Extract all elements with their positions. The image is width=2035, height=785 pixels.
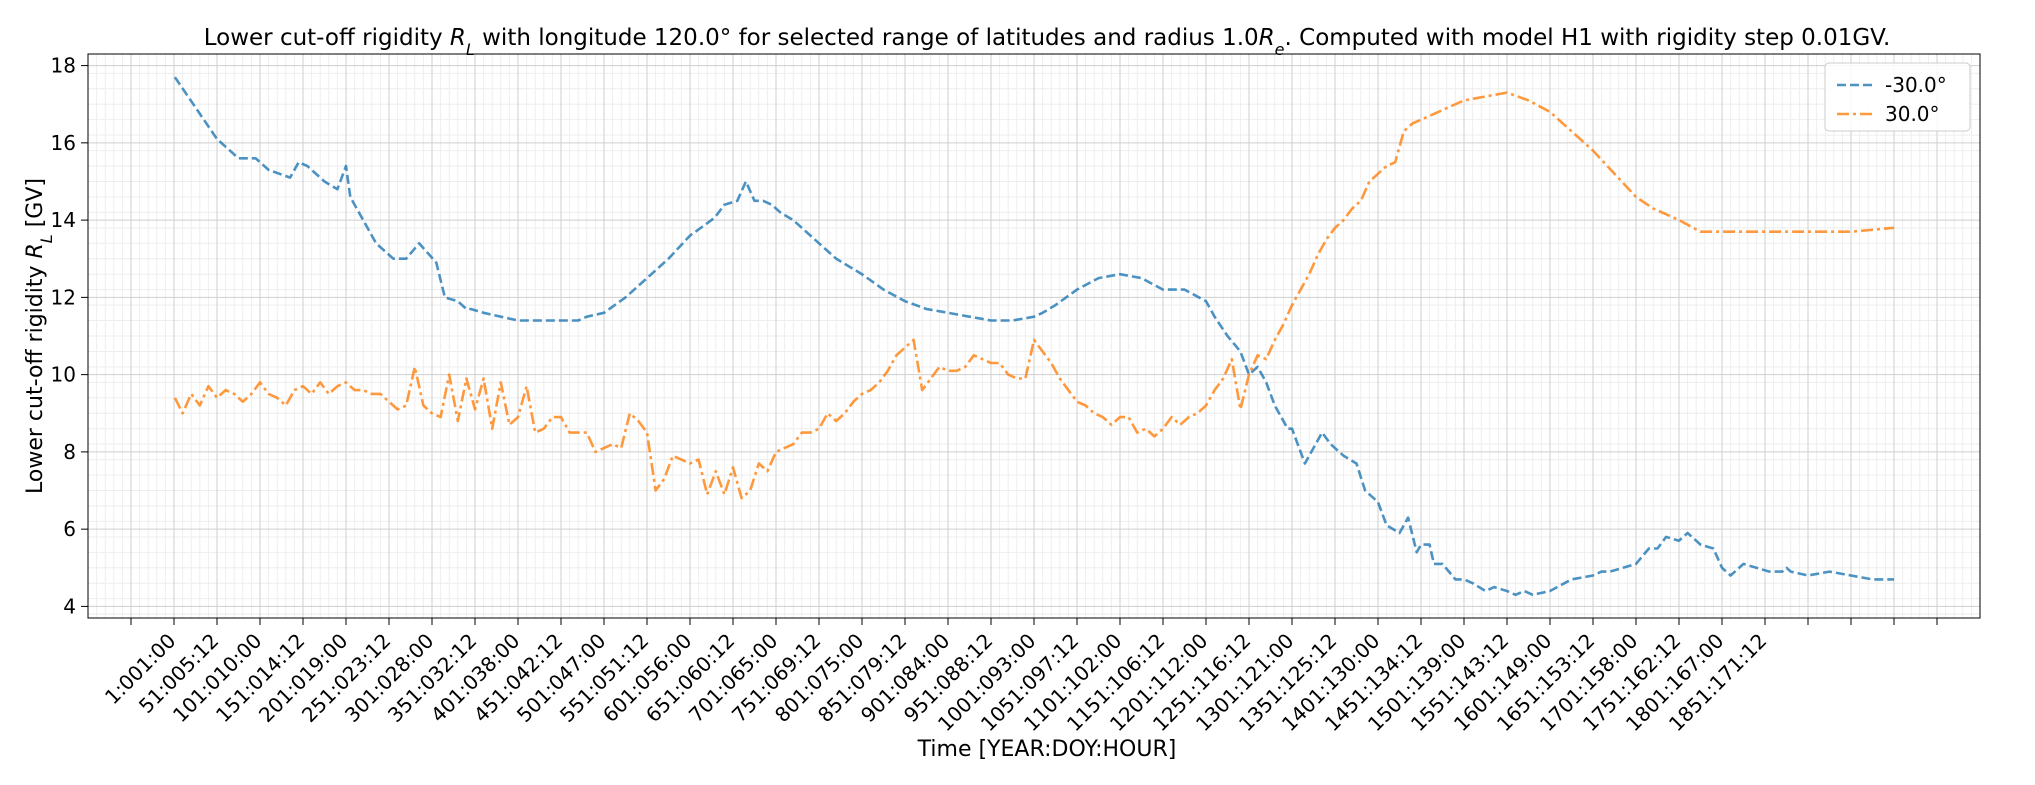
legend-label: -30.0° [1885, 73, 1947, 97]
series-line-2 [173, 91, 1895, 500]
chart-title: Lower cut-off rigidity RL​ with longitud… [204, 25, 1891, 59]
y-axis-ticks: 4 6 8 10 12 14 16 18 [51, 54, 88, 618]
y-axis-label: Lower cut-off rigidity RL​ [GV] [23, 178, 56, 494]
y-tick-label: 8 [63, 440, 76, 464]
major-grid [88, 54, 1980, 618]
y-tick-label: 6 [63, 517, 76, 541]
y-tick-label: 12 [51, 285, 76, 309]
legend-label: 30.0° [1885, 102, 1940, 126]
x-axis-ticks: 1:001:0051:005:12101:010:00151:014:12201… [100, 618, 1938, 736]
y-tick-label: 14 [51, 208, 76, 232]
series-line-1 [173, 76, 1894, 597]
y-tick-label: 18 [51, 54, 76, 78]
series-layer [173, 76, 1895, 597]
y-tick-label: 10 [51, 363, 76, 387]
y-tick-label: 4 [63, 594, 76, 618]
y-tick-label: 16 [51, 131, 76, 155]
x-axis-label: Time [YEAR:DOY:HOUR] [917, 737, 1177, 762]
legend: -30.0° 30.0° [1824, 62, 1971, 132]
